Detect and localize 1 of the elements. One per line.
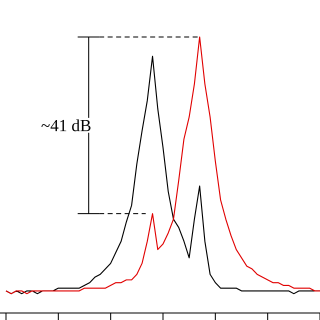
annotation: ~41 dB: [42, 119, 90, 132]
